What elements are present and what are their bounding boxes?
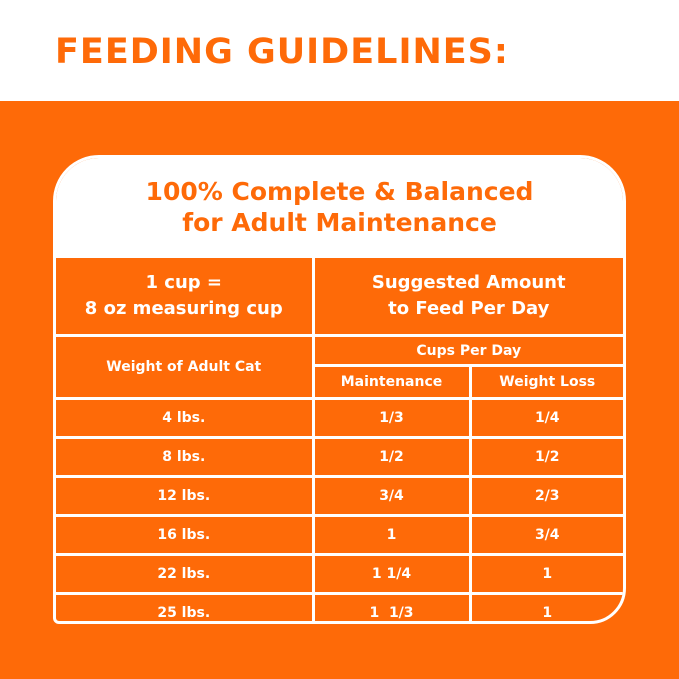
weight-loss-cell: 3/4 [468,514,623,556]
weight-loss-cell: 2/3 [468,475,623,517]
maintenance-cell: 3/4 [311,475,472,517]
feeding-table: 1 cup = 8 oz measuring cup Suggested Amo… [56,258,623,621]
cup-size-cell: 1 cup = 8 oz measuring cup [56,258,315,337]
weight-header: Weight of Adult Cat [56,334,315,400]
page-title: FEEDING GUIDELINES: [55,32,509,72]
cup-line1: 1 cup = [145,272,222,293]
weight-cell: 8 lbs. [56,436,315,478]
weight-loss-cell: 1 [468,592,623,621]
card-heading: 100% Complete & Balanced for Adult Maint… [56,158,623,258]
maintenance-cell: 1 1/4 [311,553,472,595]
table-row: 25 lbs. 1 1/3 1 [56,592,623,621]
card-heading-line1: 100% Complete & Balanced [145,177,534,206]
table-row: 12 lbs. 3/4 2/3 [56,475,623,517]
maintenance-cell: 1 [311,514,472,556]
maintenance-cell: 1 1/3 [311,592,472,621]
table-row: 4 lbs. 1/3 1/4 [56,397,623,439]
suggested-amount-cell: Suggested Amount to Feed Per Day [311,258,623,337]
maintenance-cell: 1/2 [311,436,472,478]
weight-cell: 4 lbs. [56,397,315,439]
cup-line2: 8 oz measuring cup [84,298,283,319]
cups-per-day-header: Cups Per Day [311,334,623,367]
weight-cell: 16 lbs. [56,514,315,556]
table-row: 8 lbs. 1/2 1/2 [56,436,623,478]
weight-loss-header: Weight Loss [468,364,623,400]
table-row: 22 lbs. 1 1/4 1 [56,553,623,595]
weight-loss-cell: 1/4 [468,397,623,439]
suggested-line1: Suggested Amount [371,272,566,293]
feeding-card: 100% Complete & Balanced for Adult Maint… [53,155,626,624]
weight-cell: 22 lbs. [56,553,315,595]
card-heading-line2: for Adult Maintenance [182,208,497,237]
weight-cell: 12 lbs. [56,475,315,517]
weight-loss-cell: 1 [468,553,623,595]
maintenance-header: Maintenance [313,364,472,400]
weight-cell: 25 lbs. [56,592,315,621]
suggested-line2: to Feed Per Day [388,298,550,319]
weight-loss-cell: 1/2 [468,436,623,478]
maintenance-cell: 1/3 [311,397,472,439]
title-band: FEEDING GUIDELINES: [0,0,679,101]
table-row: 16 lbs. 1 3/4 [56,514,623,556]
